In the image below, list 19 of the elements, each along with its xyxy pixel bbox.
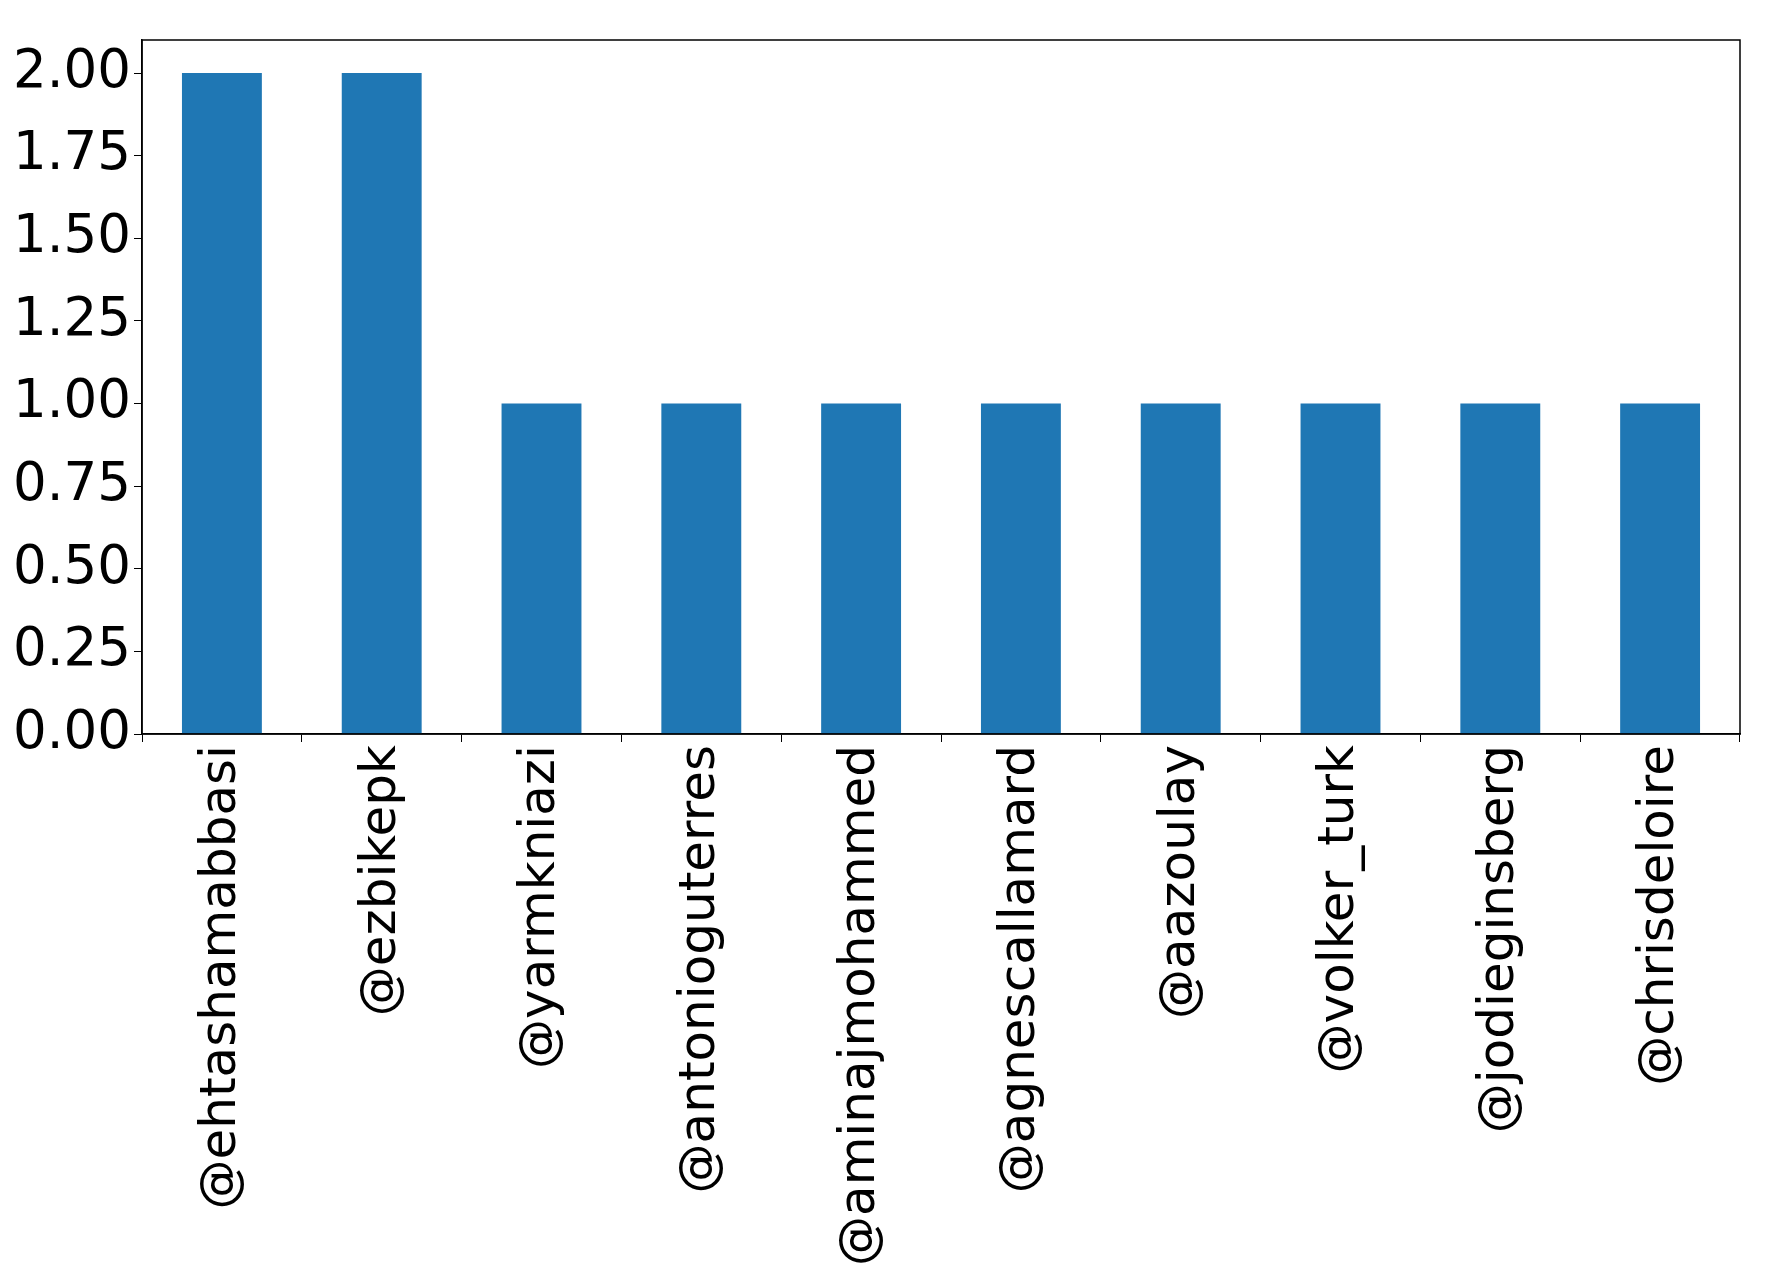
y-tick-label: 0.75 bbox=[12, 450, 132, 512]
x-tick-label: @chrisdeloire bbox=[1627, 745, 1686, 1086]
y-tick-label: 1.75 bbox=[12, 120, 132, 182]
x-tick-label: @yarmkniazi bbox=[508, 745, 567, 1069]
y-tick-label: 1.25 bbox=[12, 285, 132, 347]
x-tick-label: @jodieginsberg bbox=[1467, 745, 1526, 1134]
y-tick-label: 2.00 bbox=[12, 37, 132, 99]
y-tick-label: 0.00 bbox=[12, 698, 132, 760]
y-tick-label: 0.25 bbox=[12, 616, 132, 678]
x-tick-label: @aazoulay bbox=[1147, 745, 1206, 1019]
x-tick-label: @agnescallamard bbox=[987, 745, 1046, 1194]
y-tick-label: 1.00 bbox=[12, 368, 132, 430]
y-tick-label: 0.50 bbox=[12, 533, 132, 595]
x-tick-label: @ehtashamabbasi bbox=[188, 745, 247, 1210]
x-tick-label: @volker_turk bbox=[1307, 744, 1366, 1074]
y-tick-label: 1.50 bbox=[12, 203, 132, 265]
x-tick-label: @aminajmohammed bbox=[828, 745, 887, 1266]
x-tick-label: @ezbikepk bbox=[348, 744, 407, 1017]
x-tick-label: @antonioguterres bbox=[668, 745, 727, 1194]
